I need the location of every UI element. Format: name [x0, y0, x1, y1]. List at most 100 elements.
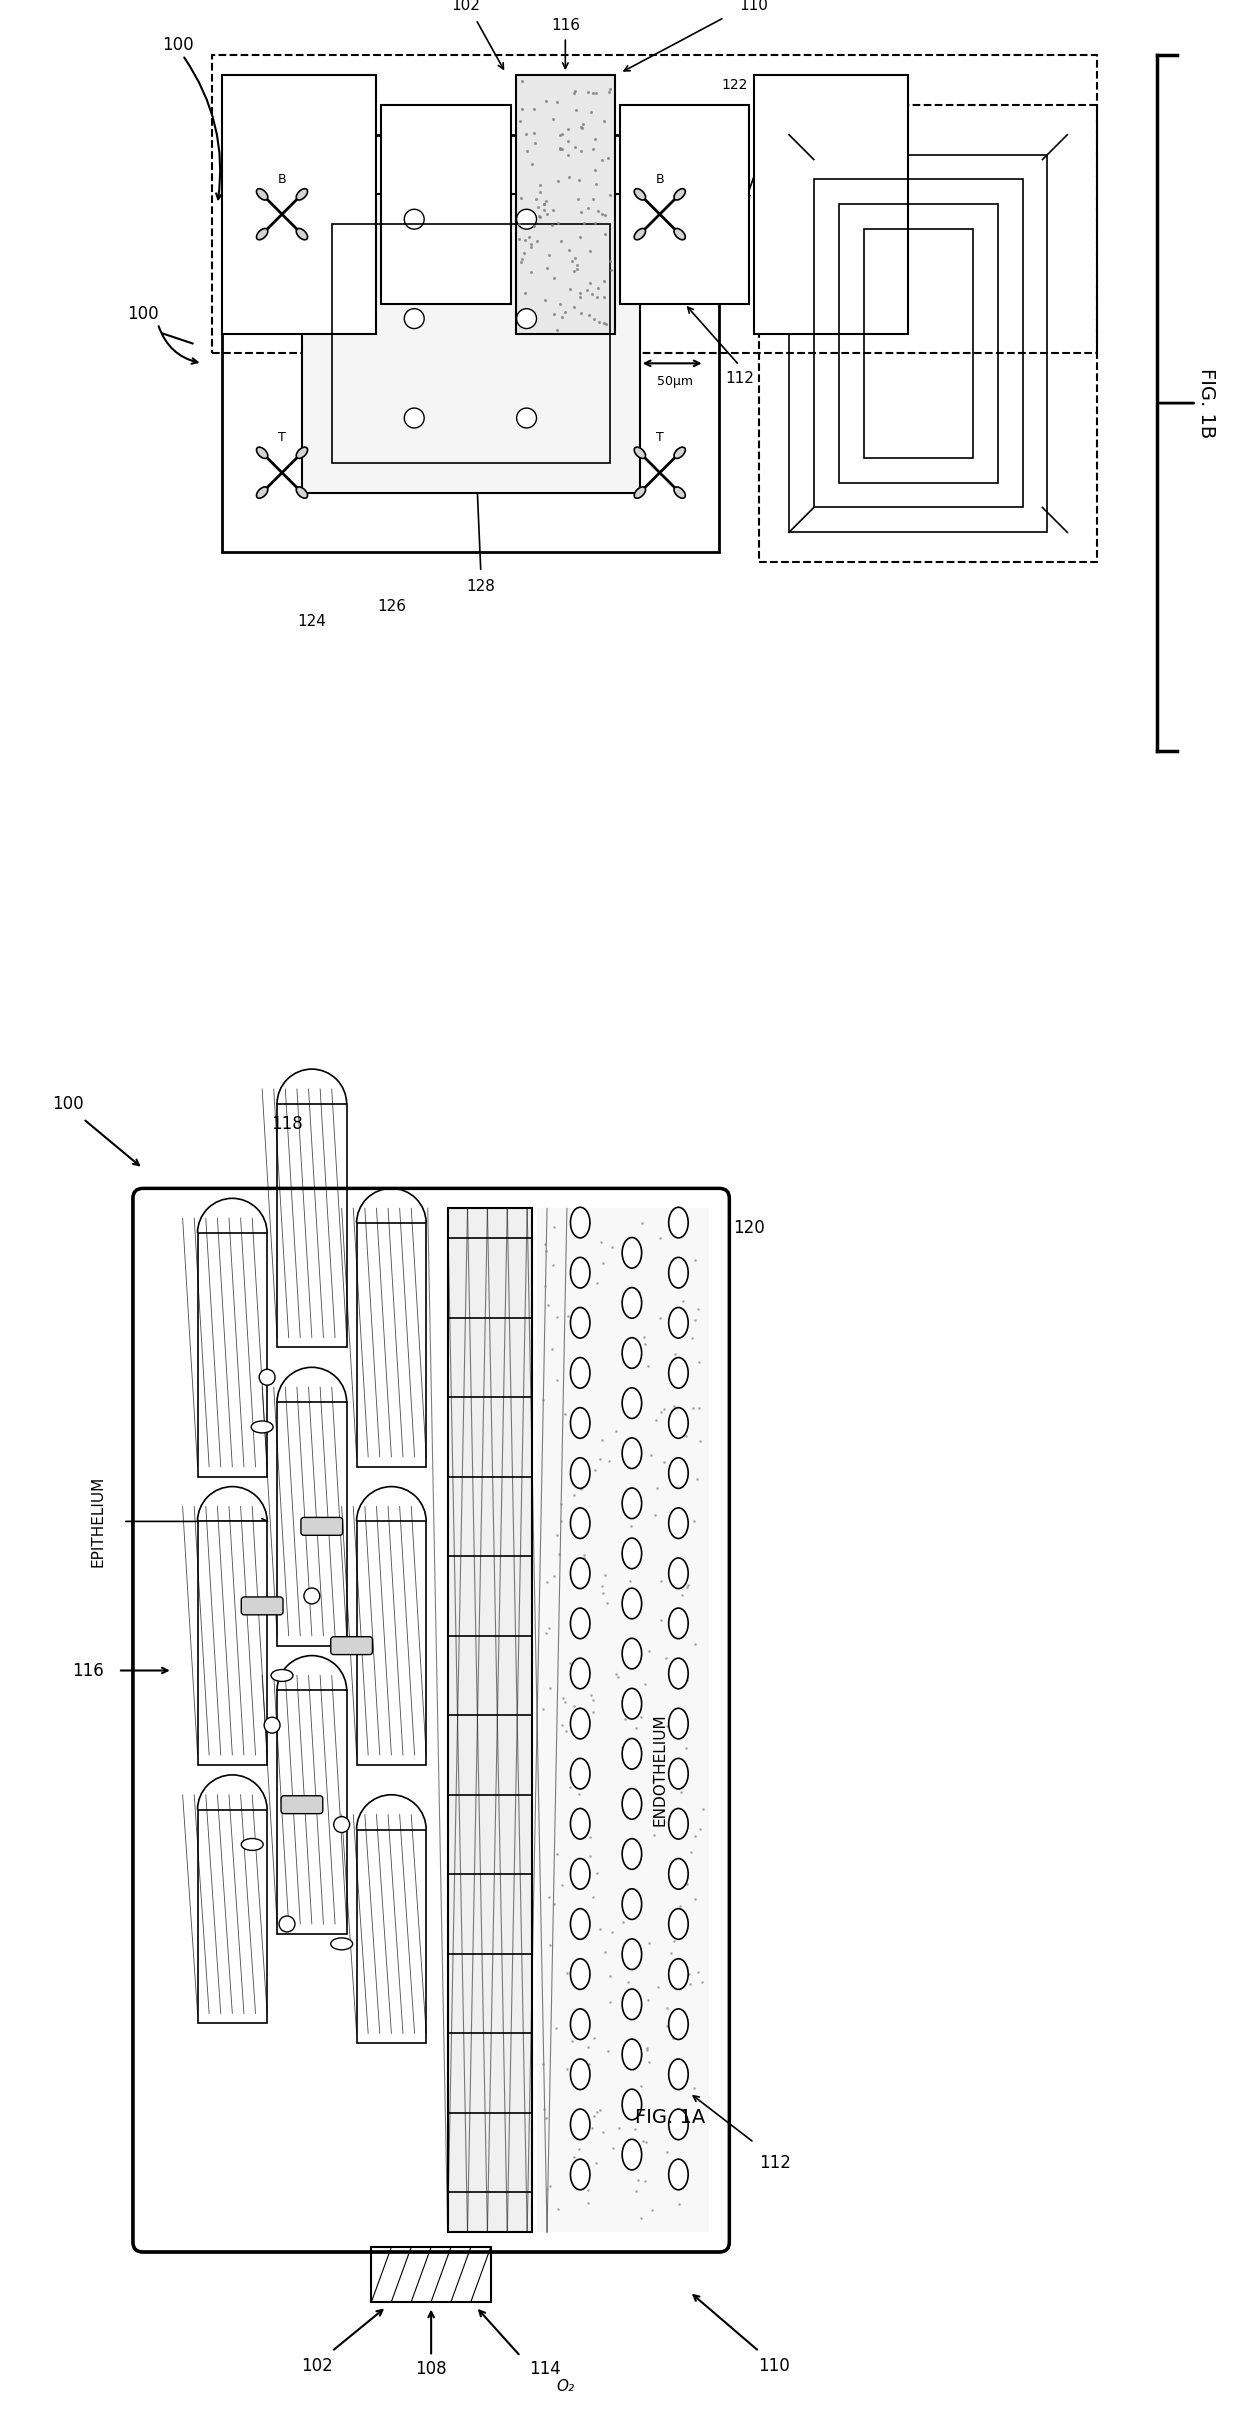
- Ellipse shape: [570, 2109, 590, 2140]
- Text: ENDOTHELIUM: ENDOTHELIUM: [652, 1714, 667, 1825]
- Bar: [759, 104, 1097, 562]
- Ellipse shape: [675, 228, 686, 240]
- Ellipse shape: [570, 1908, 590, 1939]
- Ellipse shape: [668, 1508, 688, 1537]
- FancyBboxPatch shape: [301, 1518, 342, 1535]
- Ellipse shape: [668, 1208, 688, 1237]
- Text: 114: 114: [529, 2360, 562, 2377]
- Text: 110: 110: [758, 2358, 790, 2375]
- Text: 102: 102: [301, 2358, 332, 2375]
- Text: 126: 126: [377, 600, 405, 615]
- Ellipse shape: [570, 1658, 590, 1690]
- Bar: [197, 1520, 267, 1765]
- Ellipse shape: [668, 2009, 688, 2038]
- Text: ENDOTHELIUM: ENDOTHELIUM: [559, 157, 572, 249]
- Ellipse shape: [257, 448, 268, 458]
- Bar: [813, 179, 1023, 508]
- Bar: [537, 1208, 709, 2232]
- Text: 100: 100: [126, 305, 159, 322]
- Ellipse shape: [272, 1670, 293, 1683]
- Circle shape: [334, 1816, 350, 1833]
- Text: 112: 112: [725, 370, 754, 385]
- Ellipse shape: [668, 1457, 688, 1489]
- Bar: [838, 203, 998, 482]
- Ellipse shape: [668, 1908, 688, 1939]
- Text: EPITHELIUM: EPITHELIUM: [91, 1477, 105, 1566]
- Ellipse shape: [668, 1407, 688, 1438]
- Ellipse shape: [622, 2140, 641, 2169]
- Ellipse shape: [296, 189, 308, 201]
- Ellipse shape: [622, 1738, 641, 1770]
- Bar: [212, 56, 1097, 353]
- Bar: [863, 230, 973, 458]
- Ellipse shape: [622, 1588, 641, 1620]
- Bar: [789, 155, 1048, 533]
- Bar: [222, 75, 377, 334]
- Ellipse shape: [257, 189, 268, 201]
- Bar: [277, 1104, 347, 1348]
- Text: 110: 110: [740, 0, 769, 12]
- Ellipse shape: [622, 1288, 641, 1317]
- Ellipse shape: [622, 1339, 641, 1368]
- Circle shape: [279, 1915, 295, 1932]
- Circle shape: [259, 1370, 275, 1385]
- Ellipse shape: [675, 189, 686, 201]
- Text: 102: 102: [451, 0, 480, 12]
- Circle shape: [404, 307, 424, 329]
- Ellipse shape: [570, 1608, 590, 1639]
- Circle shape: [404, 409, 424, 429]
- Ellipse shape: [252, 1421, 273, 1433]
- Bar: [372, 2247, 491, 2302]
- Ellipse shape: [622, 1387, 641, 1419]
- Ellipse shape: [668, 1608, 688, 1639]
- Bar: [332, 225, 610, 462]
- Text: T: T: [656, 431, 663, 445]
- Text: 100: 100: [162, 36, 193, 53]
- Bar: [153, 1208, 453, 2232]
- FancyBboxPatch shape: [331, 1637, 372, 1654]
- Bar: [301, 194, 640, 491]
- Text: B: B: [278, 172, 286, 186]
- Ellipse shape: [570, 1559, 590, 1588]
- Ellipse shape: [622, 2089, 641, 2121]
- Ellipse shape: [668, 1808, 688, 1840]
- Bar: [382, 104, 511, 303]
- Text: 128: 128: [466, 579, 495, 596]
- Bar: [222, 136, 719, 552]
- Ellipse shape: [668, 1859, 688, 1888]
- Ellipse shape: [570, 1508, 590, 1537]
- Text: FIG. 1A: FIG. 1A: [635, 2109, 704, 2128]
- Bar: [197, 1232, 267, 1477]
- Ellipse shape: [622, 1438, 641, 1470]
- Ellipse shape: [622, 1489, 641, 1518]
- Ellipse shape: [634, 448, 646, 458]
- Ellipse shape: [570, 1358, 590, 1387]
- Ellipse shape: [675, 487, 686, 499]
- Text: O₂: O₂: [557, 2380, 574, 2394]
- Ellipse shape: [668, 2058, 688, 2089]
- Ellipse shape: [296, 487, 308, 499]
- Ellipse shape: [570, 1859, 590, 1888]
- Text: 118: 118: [272, 1114, 303, 1133]
- Ellipse shape: [668, 1307, 688, 1339]
- FancyBboxPatch shape: [133, 1189, 729, 2252]
- Circle shape: [517, 208, 537, 230]
- Ellipse shape: [622, 2038, 641, 2070]
- Text: 50μm: 50μm: [657, 375, 693, 387]
- Ellipse shape: [570, 1959, 590, 1990]
- Bar: [357, 1520, 427, 1765]
- Ellipse shape: [570, 1709, 590, 1738]
- Text: 100: 100: [52, 1094, 84, 1114]
- Ellipse shape: [242, 1838, 263, 1850]
- Bar: [277, 1690, 347, 1934]
- Ellipse shape: [570, 1758, 590, 1789]
- Ellipse shape: [668, 2160, 688, 2189]
- Ellipse shape: [668, 1256, 688, 1288]
- Ellipse shape: [296, 448, 308, 458]
- Text: 122: 122: [722, 77, 748, 92]
- Bar: [357, 1830, 427, 2043]
- Ellipse shape: [634, 189, 646, 201]
- Text: 124: 124: [298, 615, 326, 629]
- Text: 120: 120: [733, 1220, 765, 1237]
- Text: T: T: [278, 431, 286, 445]
